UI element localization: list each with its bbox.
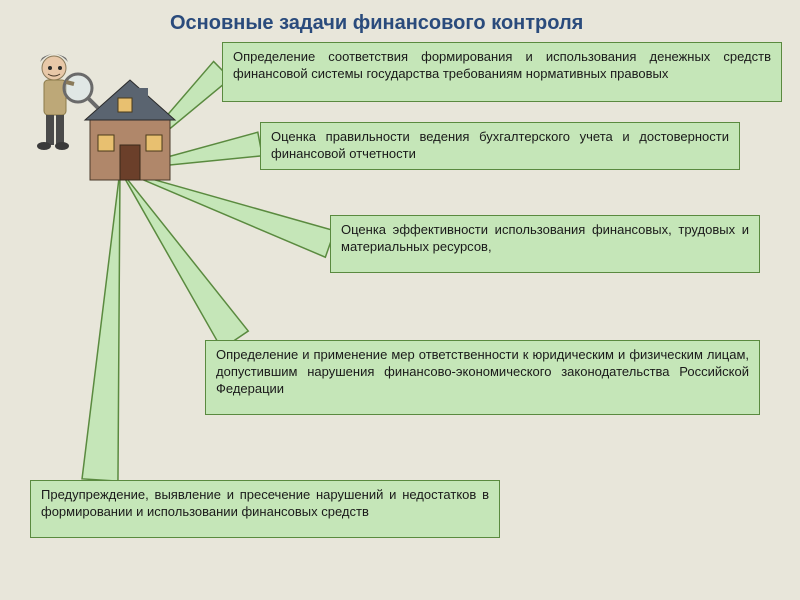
task-box3: Оценка эффективности использования финан… — [330, 215, 760, 273]
task-box1: Определение соответствия формирования и … — [222, 42, 782, 102]
task-box4: Определение и применение мер ответственн… — [205, 340, 760, 415]
page-title: Основные задачи финансового контроля — [170, 12, 583, 35]
task-box5: Предупреждение, выявление и пресечение н… — [30, 480, 500, 538]
task-box2: Оценка правильности ведения бухгалтерско… — [260, 122, 740, 170]
inspector-house-illustration — [30, 40, 190, 190]
